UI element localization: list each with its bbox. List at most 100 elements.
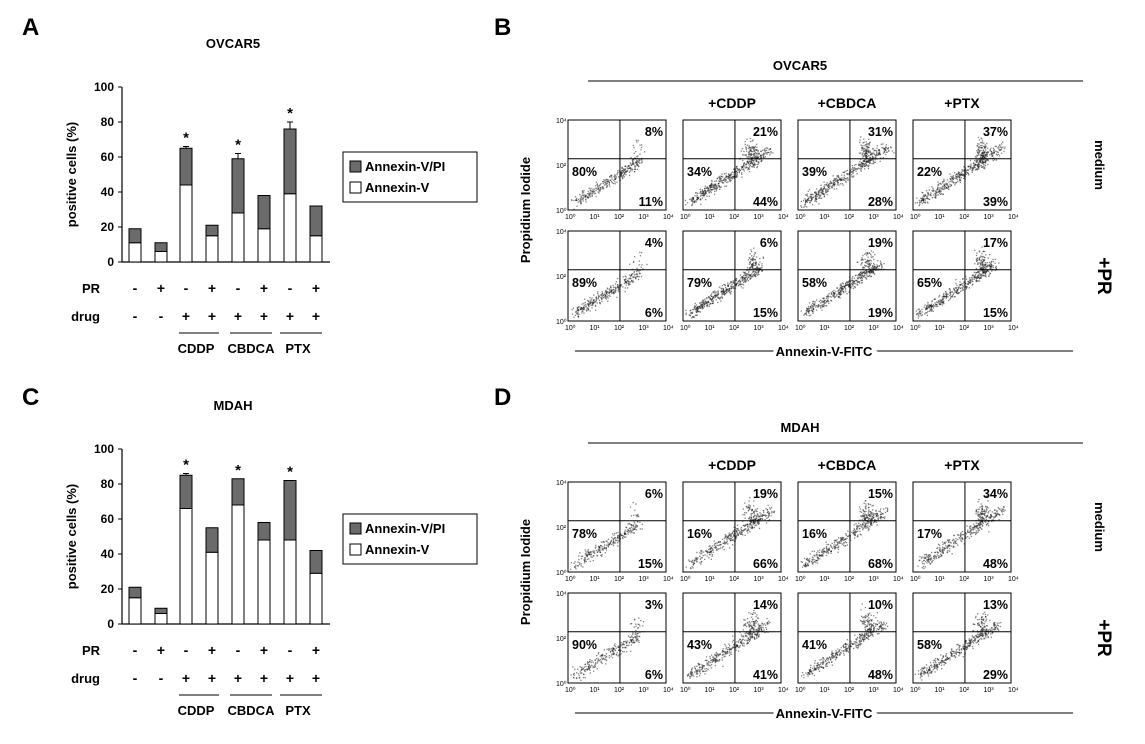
event-dot	[871, 511, 873, 514]
event-dot	[593, 550, 596, 552]
event-dot	[696, 551, 698, 554]
event-dot	[628, 527, 631, 529]
event-dot	[817, 194, 819, 196]
event-dot	[865, 143, 868, 145]
event-dot	[845, 283, 847, 285]
event-dot	[593, 192, 595, 195]
event-dot	[603, 178, 605, 181]
event-dot	[807, 564, 809, 567]
event-dot	[998, 155, 1001, 157]
event-dot	[868, 161, 870, 163]
event-dot	[625, 284, 627, 286]
event-dot	[804, 198, 806, 200]
event-dot	[581, 192, 584, 194]
event-dot	[626, 166, 628, 168]
event-dot	[718, 286, 721, 288]
event-dot	[715, 295, 717, 297]
event-dot	[880, 157, 882, 159]
event-dot	[976, 271, 979, 274]
event-dot	[822, 306, 824, 308]
event-dot	[861, 516, 863, 518]
event-dot	[702, 302, 705, 304]
event-dot	[852, 285, 854, 287]
event-dot	[635, 150, 637, 153]
event-dot	[605, 549, 608, 551]
event-dot	[744, 143, 746, 145]
event-dot	[584, 298, 586, 300]
event-dot	[949, 298, 951, 301]
event-dot	[921, 199, 923, 201]
event-dot	[961, 286, 963, 289]
event-dot	[980, 273, 982, 276]
event-dot	[843, 174, 846, 176]
event-dot	[943, 185, 945, 188]
event-dot	[859, 519, 861, 521]
event-dot	[867, 158, 869, 160]
event-dot	[979, 276, 981, 279]
event-dot	[821, 301, 823, 303]
event-dot	[602, 549, 605, 551]
event-dot	[812, 193, 814, 196]
event-dot	[739, 279, 741, 281]
event-dot	[818, 191, 820, 193]
event-dot	[851, 277, 853, 279]
event-dot	[874, 519, 876, 521]
event-dot	[862, 523, 864, 526]
event-dot	[865, 525, 868, 528]
event-dot	[804, 203, 806, 206]
x-tick-label: 10⁰	[680, 575, 691, 583]
event-dot	[751, 265, 753, 267]
event-dot	[855, 168, 857, 170]
event-dot	[601, 554, 603, 556]
event-dot	[625, 526, 627, 528]
event-dot	[860, 511, 863, 513]
event-dot	[874, 254, 876, 256]
event-dot	[590, 187, 592, 190]
event-dot	[574, 311, 577, 313]
x-tick-label: 10⁴	[778, 214, 789, 221]
event-dot	[829, 180, 832, 183]
event-dot	[981, 157, 984, 159]
event-dot	[611, 182, 614, 184]
event-dot	[758, 161, 760, 163]
event-dot	[872, 504, 874, 507]
event-dot	[821, 550, 823, 552]
event-dot	[873, 149, 875, 152]
event-dot	[713, 297, 715, 299]
event-dot	[689, 310, 691, 312]
event-dot	[808, 309, 810, 311]
event-dot	[747, 259, 750, 261]
event-dot	[928, 306, 931, 309]
event-dot	[592, 301, 594, 303]
event-dot	[849, 539, 852, 541]
event-dot	[617, 532, 619, 534]
event-dot	[699, 191, 702, 193]
event-dot	[570, 561, 573, 564]
event-dot	[738, 280, 740, 282]
event-dot	[832, 180, 834, 182]
event-dot	[703, 192, 706, 195]
event-dot	[807, 198, 809, 201]
event-dot	[922, 195, 924, 198]
event-dot	[608, 288, 611, 290]
event-dot	[967, 172, 969, 174]
event-dot	[618, 535, 620, 537]
event-dot	[745, 166, 748, 168]
event-dot	[600, 541, 602, 543]
event-dot	[953, 288, 955, 291]
event-dot	[714, 184, 717, 187]
event-dot	[578, 305, 580, 308]
event-dot	[626, 530, 628, 533]
event-dot	[870, 267, 873, 269]
event-dot	[946, 295, 948, 297]
event-dot	[826, 543, 828, 546]
event-dot	[805, 310, 808, 312]
event-dot	[710, 550, 712, 552]
event-dot	[749, 497, 751, 499]
event-dot	[979, 165, 981, 168]
event-dot	[633, 170, 636, 173]
drug-sign: +	[208, 308, 216, 324]
event-dot	[864, 144, 866, 147]
event-dot	[746, 274, 748, 276]
event-dot	[817, 306, 819, 308]
